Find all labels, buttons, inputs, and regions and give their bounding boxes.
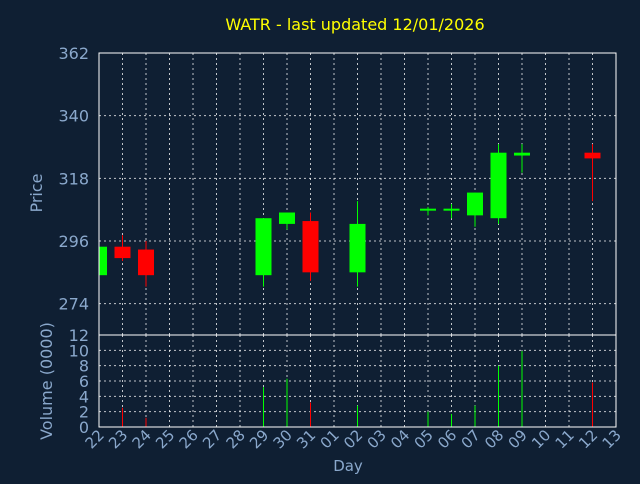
volume-bar xyxy=(498,365,499,427)
volume-series xyxy=(98,351,593,427)
day-tick-label: 10 xyxy=(528,426,554,452)
volume-tick-label: 12 xyxy=(69,326,89,345)
chart-title: WATR - last updated 12/01/2026 xyxy=(225,15,484,34)
candle-body xyxy=(420,208,436,211)
volume-tick-label: 8 xyxy=(79,357,89,376)
volume-bar xyxy=(145,417,147,427)
volume-bar xyxy=(474,405,476,427)
candle-body xyxy=(255,218,272,276)
day-tick-label: 02 xyxy=(340,426,366,452)
plot-frames xyxy=(98,52,617,428)
day-tick-labels: 2223242526272829303101020304050607080910… xyxy=(82,426,625,452)
price-tick-labels: 274 296 318 340 362 xyxy=(58,44,89,314)
day-tick-label: 31 xyxy=(293,426,319,452)
price-tick-label: 318 xyxy=(58,169,89,188)
candle-body xyxy=(138,249,154,276)
day-tick-label: 08 xyxy=(481,426,507,452)
day-tick-label: 09 xyxy=(505,426,531,452)
price-tick-label: 362 xyxy=(58,44,89,63)
volume-tick-label: 4 xyxy=(79,387,89,406)
candle-body xyxy=(99,246,107,276)
candle-body xyxy=(490,152,507,219)
price-axis-label: Price xyxy=(27,173,46,212)
day-tick-label: 23 xyxy=(105,426,131,452)
volume-tick-label: 10 xyxy=(69,341,89,360)
volume-bar xyxy=(263,387,264,427)
volume-axis-label: Volume (0000) xyxy=(37,322,56,440)
day-tick-label: 28 xyxy=(223,426,249,452)
volume-bar xyxy=(122,407,123,427)
day-tick-label: 24 xyxy=(129,426,155,452)
day-tick-label: 25 xyxy=(152,426,178,452)
price-tick-label: 340 xyxy=(58,107,89,126)
volume-tick-label: 0 xyxy=(79,418,89,437)
candle-body xyxy=(514,152,530,156)
day-axis-label: Day xyxy=(333,457,363,475)
day-tick-label: 06 xyxy=(434,426,460,452)
candle-body xyxy=(443,208,460,211)
day-tick-label: 26 xyxy=(176,426,202,452)
day-tick-label: 05 xyxy=(411,426,437,452)
volume-bar xyxy=(357,405,358,427)
candlestick-series xyxy=(98,144,601,287)
volume-tick-label: 6 xyxy=(79,372,89,391)
day-tick-label: 04 xyxy=(387,426,413,452)
day-tick-label: 27 xyxy=(199,426,225,452)
day-tick-label: 13 xyxy=(599,426,625,452)
volume-bar xyxy=(286,378,288,427)
volume-bar xyxy=(521,351,523,427)
volume-tick-label: 2 xyxy=(79,403,89,422)
price-tick-label: 274 xyxy=(58,295,89,314)
candle-body xyxy=(349,223,366,273)
day-tick-label: 29 xyxy=(246,426,272,452)
volume-bar xyxy=(427,411,429,427)
candle-body xyxy=(279,212,295,224)
day-tick-label: 30 xyxy=(270,426,296,452)
day-tick-label: 07 xyxy=(458,426,484,452)
candle-body xyxy=(584,152,601,159)
day-tick-label: 03 xyxy=(364,426,390,452)
volume-bar xyxy=(310,402,311,427)
day-tick-label: 11 xyxy=(552,426,578,452)
day-tick-label: 01 xyxy=(317,426,343,452)
day-tick-label: 12 xyxy=(575,426,601,452)
volume-bar xyxy=(451,413,452,427)
candle-body xyxy=(114,246,131,259)
volume-bar xyxy=(592,382,593,427)
candle-body xyxy=(302,221,319,273)
price-tick-label: 296 xyxy=(58,232,89,251)
candle-body xyxy=(467,192,483,216)
price-grid xyxy=(98,52,617,335)
volume-plot-frame xyxy=(98,334,617,428)
